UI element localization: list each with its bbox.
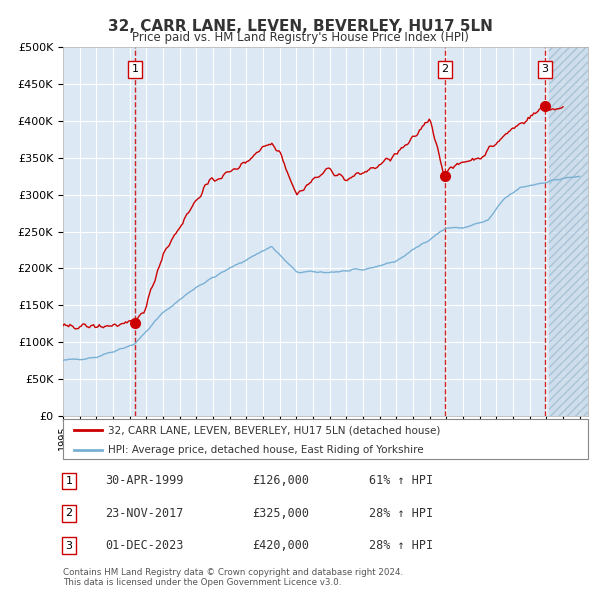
Text: 2: 2 xyxy=(441,64,448,74)
Text: 30-APR-1999: 30-APR-1999 xyxy=(105,474,184,487)
Text: 28% ↑ HPI: 28% ↑ HPI xyxy=(369,507,433,520)
Text: HPI: Average price, detached house, East Riding of Yorkshire: HPI: Average price, detached house, East… xyxy=(107,445,423,455)
FancyBboxPatch shape xyxy=(63,419,588,459)
Text: 28% ↑ HPI: 28% ↑ HPI xyxy=(369,539,433,552)
Text: 23-NOV-2017: 23-NOV-2017 xyxy=(105,507,184,520)
Text: 2: 2 xyxy=(65,509,73,518)
Text: 1: 1 xyxy=(65,476,73,486)
Text: £126,000: £126,000 xyxy=(252,474,309,487)
Text: 32, CARR LANE, LEVEN, BEVERLEY, HU17 5LN: 32, CARR LANE, LEVEN, BEVERLEY, HU17 5LN xyxy=(107,19,493,34)
Text: Price paid vs. HM Land Registry's House Price Index (HPI): Price paid vs. HM Land Registry's House … xyxy=(131,31,469,44)
Text: 3: 3 xyxy=(542,64,548,74)
Text: 32, CARR LANE, LEVEN, BEVERLEY, HU17 5LN (detached house): 32, CARR LANE, LEVEN, BEVERLEY, HU17 5LN… xyxy=(107,425,440,435)
Text: 01-DEC-2023: 01-DEC-2023 xyxy=(105,539,184,552)
Text: £420,000: £420,000 xyxy=(252,539,309,552)
Text: £325,000: £325,000 xyxy=(252,507,309,520)
Text: 61% ↑ HPI: 61% ↑ HPI xyxy=(369,474,433,487)
Text: Contains HM Land Registry data © Crown copyright and database right 2024.
This d: Contains HM Land Registry data © Crown c… xyxy=(63,568,403,587)
Text: 1: 1 xyxy=(131,64,139,74)
Text: 3: 3 xyxy=(65,541,73,550)
